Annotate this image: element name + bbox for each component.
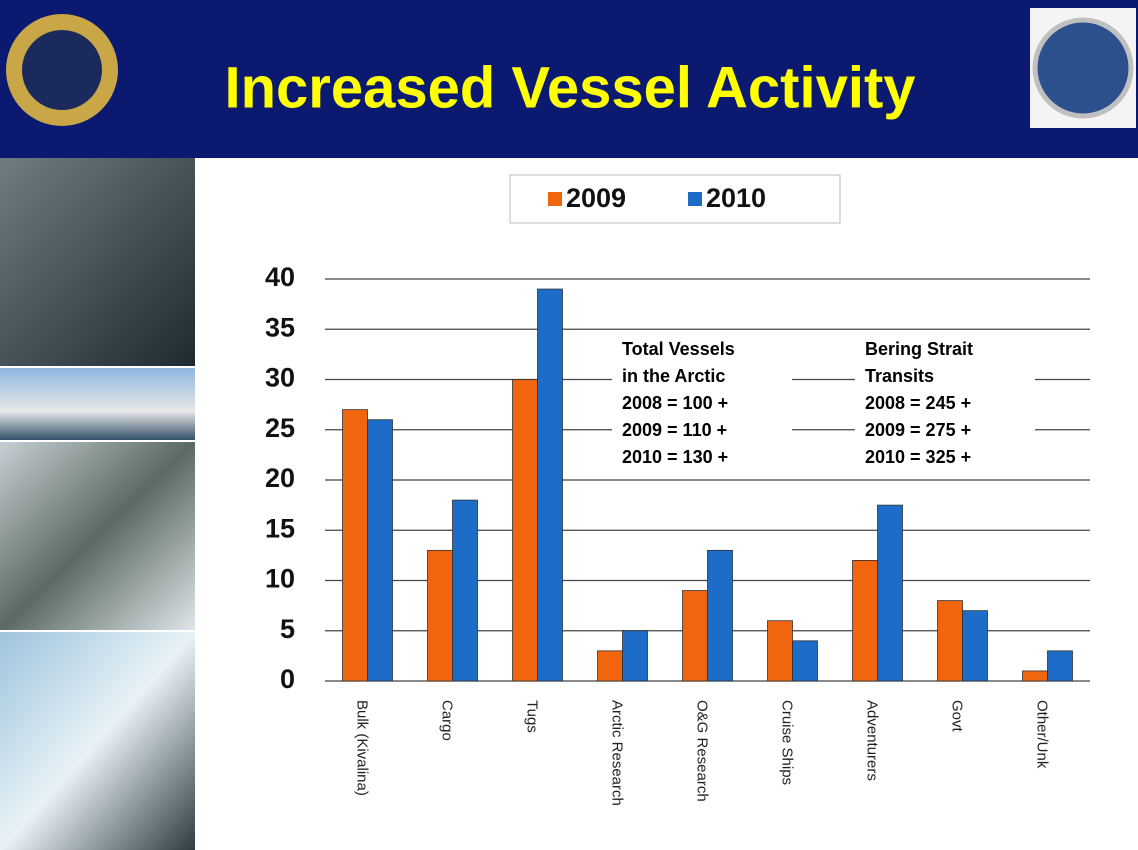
annotation-line: 2009 = 110 + xyxy=(622,420,727,440)
annotation-line: Transits xyxy=(865,366,934,386)
bar xyxy=(1023,671,1048,681)
y-tick-label: 10 xyxy=(265,564,295,594)
slide: Increased Vessel Activity 0 5 10 15 20 25 30 35… xyxy=(0,0,1138,850)
bar xyxy=(453,500,478,681)
legend-swatch xyxy=(688,192,702,206)
bar xyxy=(768,621,793,681)
bar xyxy=(793,641,818,681)
x-tick-label: Govt xyxy=(949,700,966,733)
y-tick-label: 40 xyxy=(265,262,295,292)
y-tick-label: 0 xyxy=(280,664,295,694)
y-tick-label: 35 xyxy=(265,312,295,342)
bar xyxy=(853,560,878,681)
legend-swatch xyxy=(548,192,562,206)
bar xyxy=(683,591,708,681)
y-tick-label: 5 xyxy=(280,614,295,644)
x-tick-label: Other/Unk xyxy=(1034,700,1051,769)
y-tick-label: 30 xyxy=(265,363,295,393)
legend-label: 2010 xyxy=(706,183,766,213)
bar xyxy=(368,420,393,681)
x-tick-label: O&G Research xyxy=(694,700,711,802)
x-tick-label: Adventurers xyxy=(864,700,881,781)
x-tick-label: Cargo xyxy=(439,700,456,741)
x-tick-label: Tugs xyxy=(524,700,541,733)
right-logo xyxy=(1035,20,1131,116)
annotation-line: 2008 = 100 + xyxy=(622,393,728,413)
x-tick-label: Arctic Research xyxy=(609,700,626,806)
chart: 0 5 10 15 20 25 30 35 40 Bulk (Kivalina) Cargo Tugs… xyxy=(265,175,1090,806)
annotation-line: 2008 = 245 + xyxy=(865,393,971,413)
photo xyxy=(0,442,195,630)
annotation-line: 2009 = 275 + xyxy=(865,420,971,440)
legend-label: 2009 xyxy=(566,183,626,213)
x-tick-label: Bulk (Kivalina) xyxy=(354,700,371,796)
y-tick-label: 15 xyxy=(265,513,295,543)
bar xyxy=(428,550,453,681)
bar xyxy=(598,651,623,681)
bar xyxy=(343,410,368,681)
bar xyxy=(708,550,733,681)
photo xyxy=(0,158,195,366)
bar xyxy=(938,601,963,681)
title: Increased Vessel Activity xyxy=(224,55,915,120)
bar xyxy=(878,505,903,681)
photo xyxy=(0,632,195,850)
annotation-line: Bering Strait xyxy=(865,339,973,359)
x-tick-label: Cruise Ships xyxy=(779,700,796,785)
left-logo-inner xyxy=(22,30,102,110)
annotation-line: Total Vessels xyxy=(622,339,735,359)
y-tick-label: 25 xyxy=(265,413,295,443)
photo xyxy=(0,368,195,440)
annotation-line: in the Arctic xyxy=(622,366,725,386)
bar xyxy=(513,380,538,682)
annotation-line: 2010 = 325 + xyxy=(865,447,971,467)
y-tick-label: 20 xyxy=(265,463,295,493)
bar xyxy=(623,631,648,681)
annotation-line: 2010 = 130 + xyxy=(622,447,728,467)
bar xyxy=(1048,651,1073,681)
bar xyxy=(538,289,563,681)
bar xyxy=(963,611,988,681)
